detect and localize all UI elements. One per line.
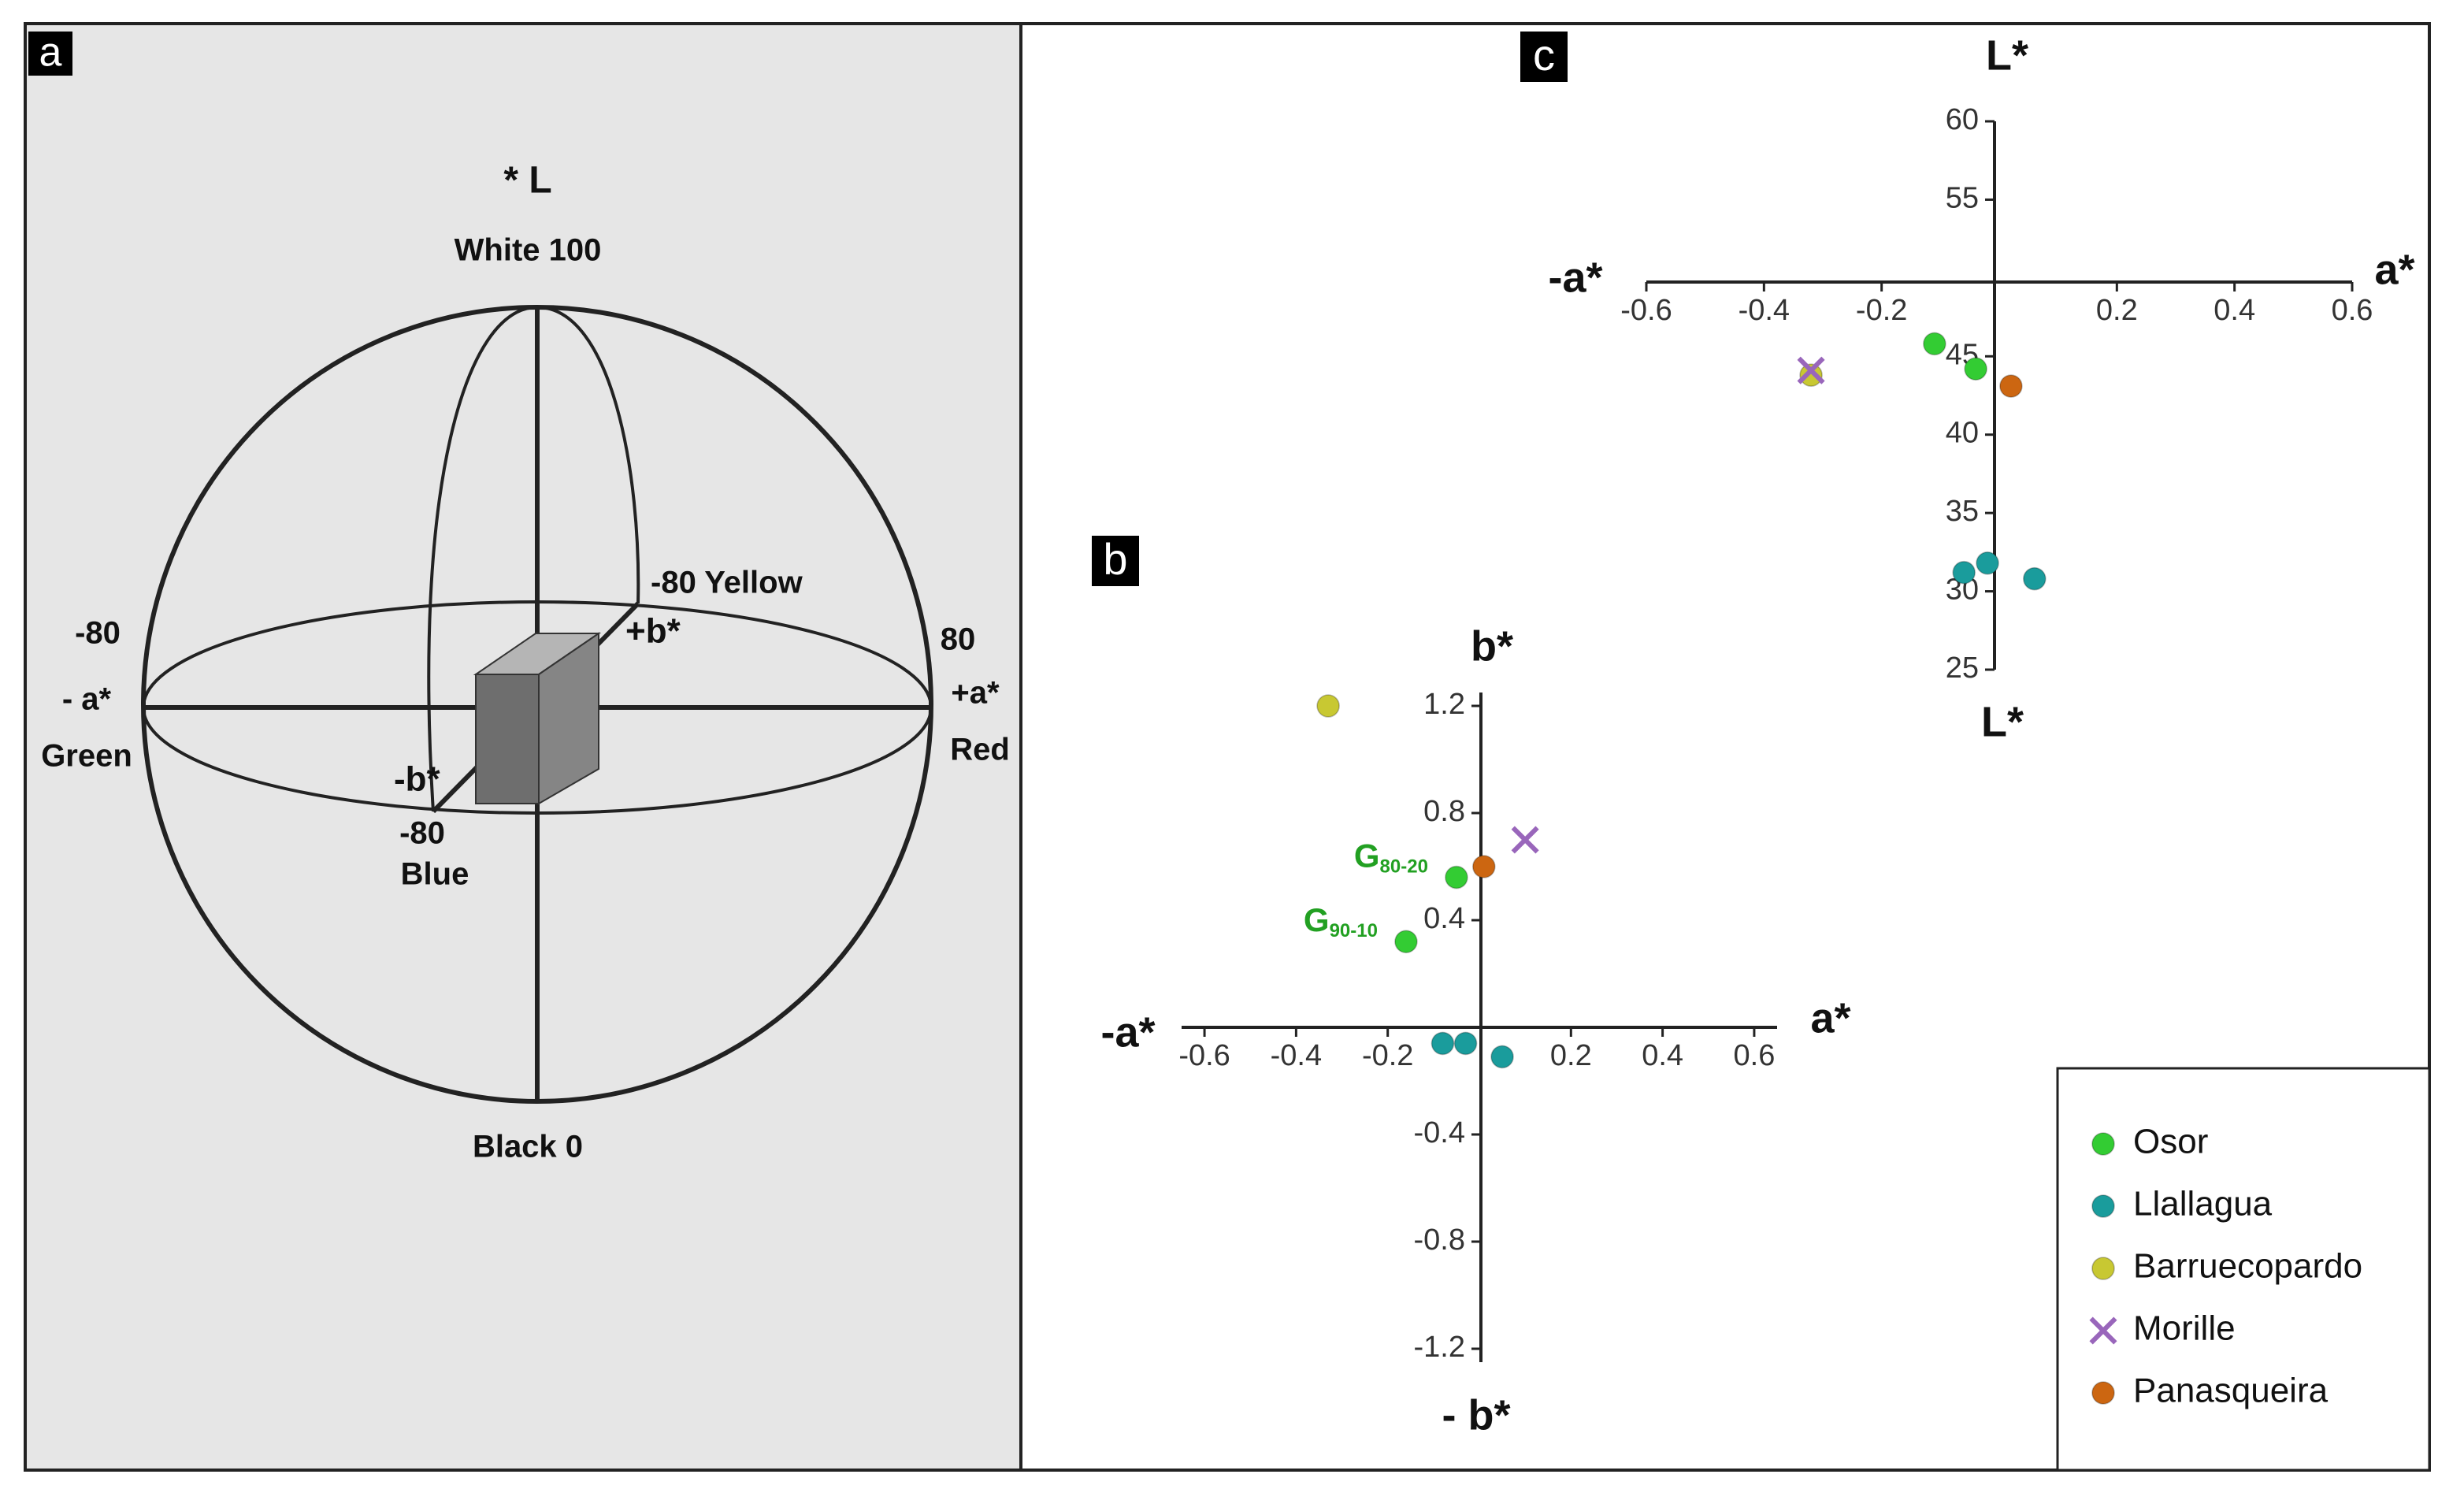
annotation: G80-20 [1354,837,1428,878]
y-tick-label: 40 [1946,417,1979,450]
panel-label: c [1533,30,1555,80]
point [1431,1031,1455,1056]
point [1923,332,1946,356]
legend-marker [2089,1316,2117,1345]
axis-label: - b* [1442,1391,1511,1439]
point [1976,551,1999,575]
x-tick-label: 0.6 [2332,294,2373,327]
panel-label-box [1520,32,1568,82]
label: Green [41,739,132,774]
legend-marker [2091,1194,2115,1218]
label: Red [950,733,1010,767]
legend-marker [2091,1132,2115,1156]
label: Blue [401,857,469,892]
y-tick-label: 0.8 [1423,795,1465,828]
panel-label-box [1092,536,1139,586]
x-tick-label: -0.6 [1620,294,1672,327]
x-tick-label: 0.4 [1642,1039,1683,1072]
label: +b* [625,612,681,651]
sphere [141,305,933,1104]
label: * L [503,160,551,202]
axis-label: L* [1981,698,2024,745]
x-tick-label: 0.2 [2096,294,2138,327]
y-tick-label: -0.8 [1414,1224,1465,1257]
panel-label: a [39,30,62,76]
point [1394,930,1418,953]
axis-label: b* [1471,622,1513,670]
axis-label: -a* [1100,1008,1155,1056]
label: +a* [951,676,1000,711]
label: 80 [941,622,976,657]
label: -80 [399,816,445,851]
point [2023,566,2047,591]
point [1316,694,1340,718]
point [1445,865,1468,889]
point [1999,374,2023,398]
x-tick-label: 0.6 [1734,1039,1776,1072]
point [1797,356,1825,384]
legend-marker [2091,1381,2115,1405]
y-tick-label: 1.2 [1423,688,1465,721]
label: -b* [394,760,441,799]
point [1511,826,1539,854]
x-tick-label: 0.2 [1550,1039,1592,1072]
label: - a* [62,682,112,717]
annotation-main: G [1354,837,1380,874]
legend-label: Morille [2133,1309,2236,1348]
diagram-labels: * L White 100 -80 Yellow +b* -80 - a* Gr… [41,160,1010,1164]
legend-label: Barruecopardo [2133,1247,2362,1286]
legend-box [2056,1067,2431,1472]
label: White 100 [455,233,602,268]
x-tick-label: -0.2 [1856,294,1907,327]
legend-marker [2091,1257,2115,1280]
panel-label-box [28,32,72,76]
meridian [427,305,640,812]
x-tick-label: -0.6 [1178,1039,1230,1072]
y-tick-label: 55 [1946,181,1979,214]
point [1453,1031,1478,1056]
axis-label: L* [1986,32,2028,79]
point [1799,363,1823,387]
x-tick-label: -0.4 [1271,1039,1322,1072]
point [1964,357,1987,381]
axis-label: a* [1810,994,1850,1042]
annotation: G90-10 [1304,901,1378,941]
x-tick-label: -0.2 [1362,1039,1413,1072]
y-tick-label: 60 [1946,103,1979,136]
axis-label: -a* [1548,254,1602,301]
annotation-main: G [1304,901,1330,938]
label: Black 0 [473,1130,583,1164]
y-tick-label: 0.4 [1423,902,1465,935]
legend-label: Osor [2133,1123,2208,1161]
point [1952,560,1976,585]
x-tick-label: -0.4 [1739,294,1790,327]
legend-label: Panasqueira [2133,1372,2329,1410]
panel-label: b [1103,534,1127,584]
y-tick-label: -1.2 [1414,1331,1465,1364]
y-tick-label: 35 [1946,495,1979,528]
label: -80 Yellow [651,566,803,600]
annotation-sub: 90-10 [1330,921,1378,942]
annotation-sub: 80-20 [1380,856,1428,878]
y-tick-label: 25 [1946,652,1979,685]
x-tick-label: 0.4 [2214,294,2255,327]
legend-label: Llallagua [2133,1185,2273,1224]
point [1490,1045,1514,1069]
axis-label: a* [2374,246,2414,293]
point [1472,855,1496,878]
y-tick-label: -0.4 [1414,1116,1465,1149]
box-front [475,674,540,804]
label: -80 [75,616,121,651]
